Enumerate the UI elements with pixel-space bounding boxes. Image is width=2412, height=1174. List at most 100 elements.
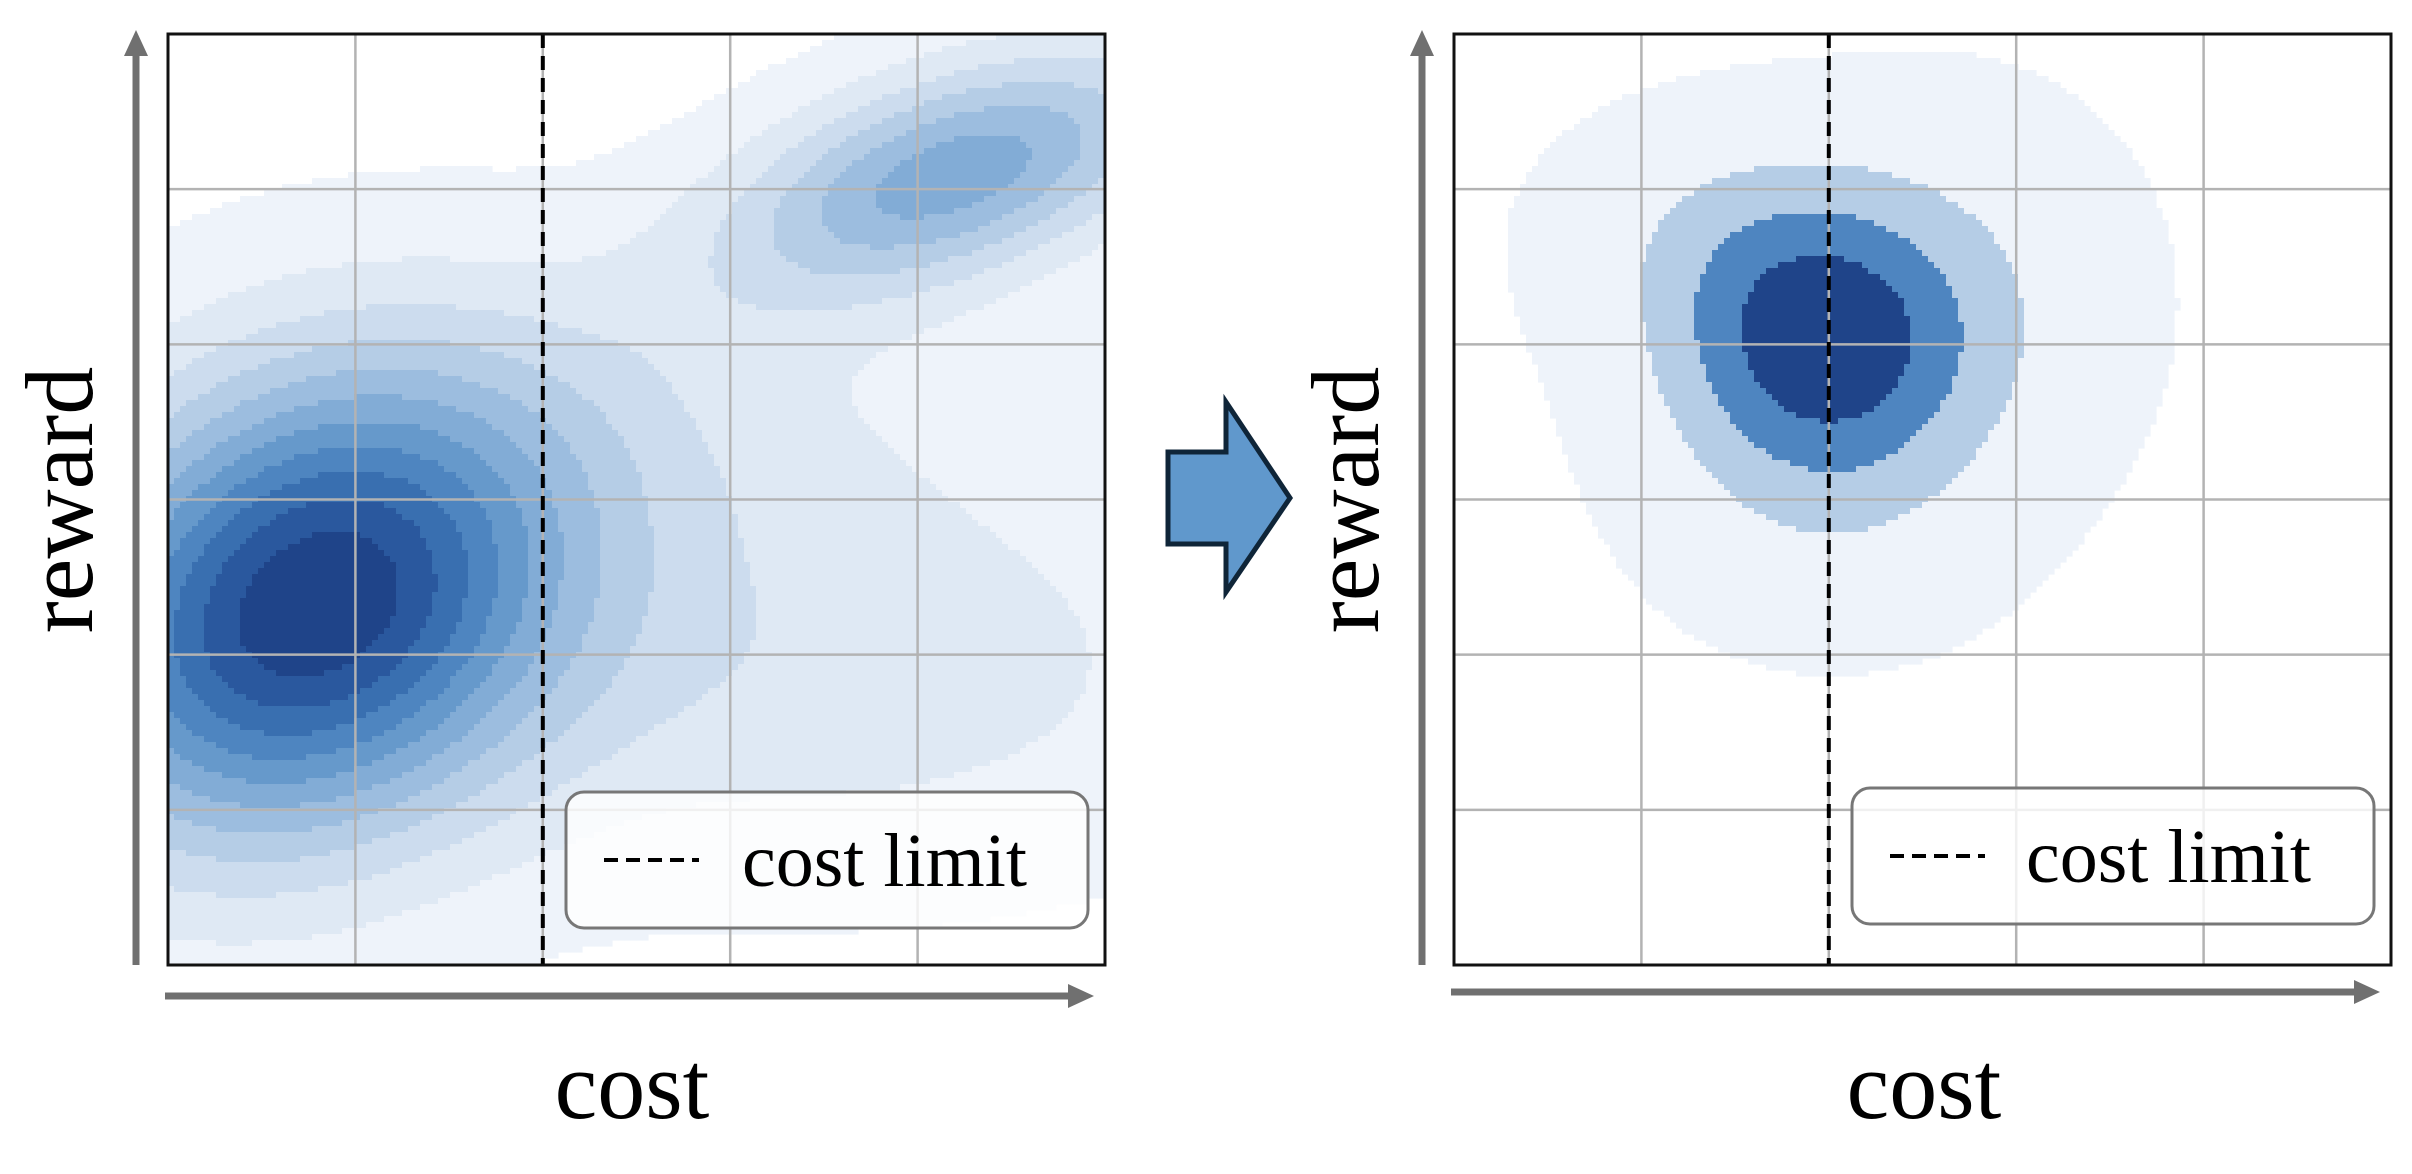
density-cell xyxy=(552,208,559,215)
density-cell xyxy=(636,160,643,167)
density-cell xyxy=(570,268,577,275)
density-cell xyxy=(210,286,217,293)
density-cell xyxy=(180,280,187,287)
density-cell xyxy=(1068,184,1075,191)
density-cell xyxy=(1080,34,1087,41)
density-cell xyxy=(1050,262,1057,269)
density-cell xyxy=(432,286,439,293)
density-cell xyxy=(810,298,817,305)
density-cell xyxy=(954,274,961,281)
density-cell xyxy=(246,304,253,311)
density-cell xyxy=(222,274,229,281)
density-cell xyxy=(276,238,283,245)
density-cell xyxy=(786,298,793,305)
density-cell xyxy=(672,184,679,191)
density-cell xyxy=(858,274,865,281)
density-cell xyxy=(966,268,973,275)
density-cell xyxy=(870,94,877,101)
density-cell xyxy=(462,250,469,257)
density-cell xyxy=(396,196,403,203)
density-cell xyxy=(960,262,967,269)
density-cell xyxy=(324,268,331,275)
density-cell xyxy=(876,154,883,161)
density-cell xyxy=(426,238,433,245)
density-cell xyxy=(882,232,889,239)
density-cell xyxy=(822,274,829,281)
density-cell xyxy=(810,178,817,185)
density-cell xyxy=(408,244,415,251)
density-cell xyxy=(1062,118,1069,125)
density-cell xyxy=(498,172,505,179)
density-cell xyxy=(1092,88,1099,95)
density-cell xyxy=(810,238,817,245)
density-cell xyxy=(906,178,913,185)
density-cell xyxy=(528,256,535,263)
density-cell xyxy=(1098,142,1105,149)
density-cell xyxy=(792,262,799,269)
density-cell xyxy=(684,178,691,185)
density-cell xyxy=(738,226,745,233)
density-cell xyxy=(810,274,817,281)
density-cell xyxy=(330,274,337,281)
density-cell xyxy=(600,208,607,215)
density-cell xyxy=(954,190,961,197)
density-cell xyxy=(1014,52,1021,59)
density-cell xyxy=(186,226,193,233)
density-cell xyxy=(342,208,349,215)
density-cell xyxy=(918,154,925,161)
density-cell xyxy=(948,148,955,155)
density-cell xyxy=(702,238,709,245)
density-cell xyxy=(1008,250,1015,257)
density-cell xyxy=(1038,250,1045,257)
density-cell xyxy=(576,238,583,245)
density-cell xyxy=(900,220,907,227)
density-cell xyxy=(708,172,715,179)
density-cell xyxy=(228,238,235,245)
density-cell xyxy=(906,202,913,209)
density-cell xyxy=(756,112,763,119)
density-cell xyxy=(918,46,925,53)
density-cell xyxy=(1092,238,1099,245)
density-cell xyxy=(552,190,559,197)
density-cell xyxy=(990,256,997,263)
density-cell xyxy=(888,160,895,167)
density-cell xyxy=(798,106,805,113)
density-cell xyxy=(702,292,709,299)
density-cell xyxy=(1032,58,1039,65)
density-cell xyxy=(1050,298,1057,305)
density-cell xyxy=(1020,292,1027,299)
density-cell xyxy=(948,88,955,95)
density-cell xyxy=(678,178,685,185)
density-cell xyxy=(696,154,703,161)
density-cell xyxy=(768,160,775,167)
density-cell xyxy=(666,136,673,143)
density-cell xyxy=(954,136,961,143)
density-cell xyxy=(282,214,289,221)
density-cell xyxy=(432,196,439,203)
density-cell xyxy=(720,256,727,263)
density-cell xyxy=(564,304,571,311)
density-cell xyxy=(594,256,601,263)
density-cell xyxy=(378,274,385,281)
density-cell xyxy=(966,220,973,227)
density-cell xyxy=(630,220,637,227)
density-cell xyxy=(834,136,841,143)
density-cell xyxy=(858,136,865,143)
density-cell xyxy=(1014,130,1021,137)
density-cell xyxy=(1008,124,1015,131)
density-cell xyxy=(594,250,601,257)
density-cell xyxy=(1068,280,1075,287)
density-cell xyxy=(432,256,439,263)
density-cell xyxy=(498,178,505,185)
density-cell xyxy=(1074,142,1081,149)
density-cell xyxy=(876,280,883,287)
density-cell xyxy=(330,178,337,185)
density-cell xyxy=(1086,226,1093,233)
density-cell xyxy=(954,226,961,233)
density-cell xyxy=(1074,76,1081,83)
density-cell xyxy=(264,262,271,269)
density-cell xyxy=(402,292,409,299)
density-cell xyxy=(1044,58,1051,65)
density-cell xyxy=(978,112,985,119)
density-cell xyxy=(750,298,757,305)
